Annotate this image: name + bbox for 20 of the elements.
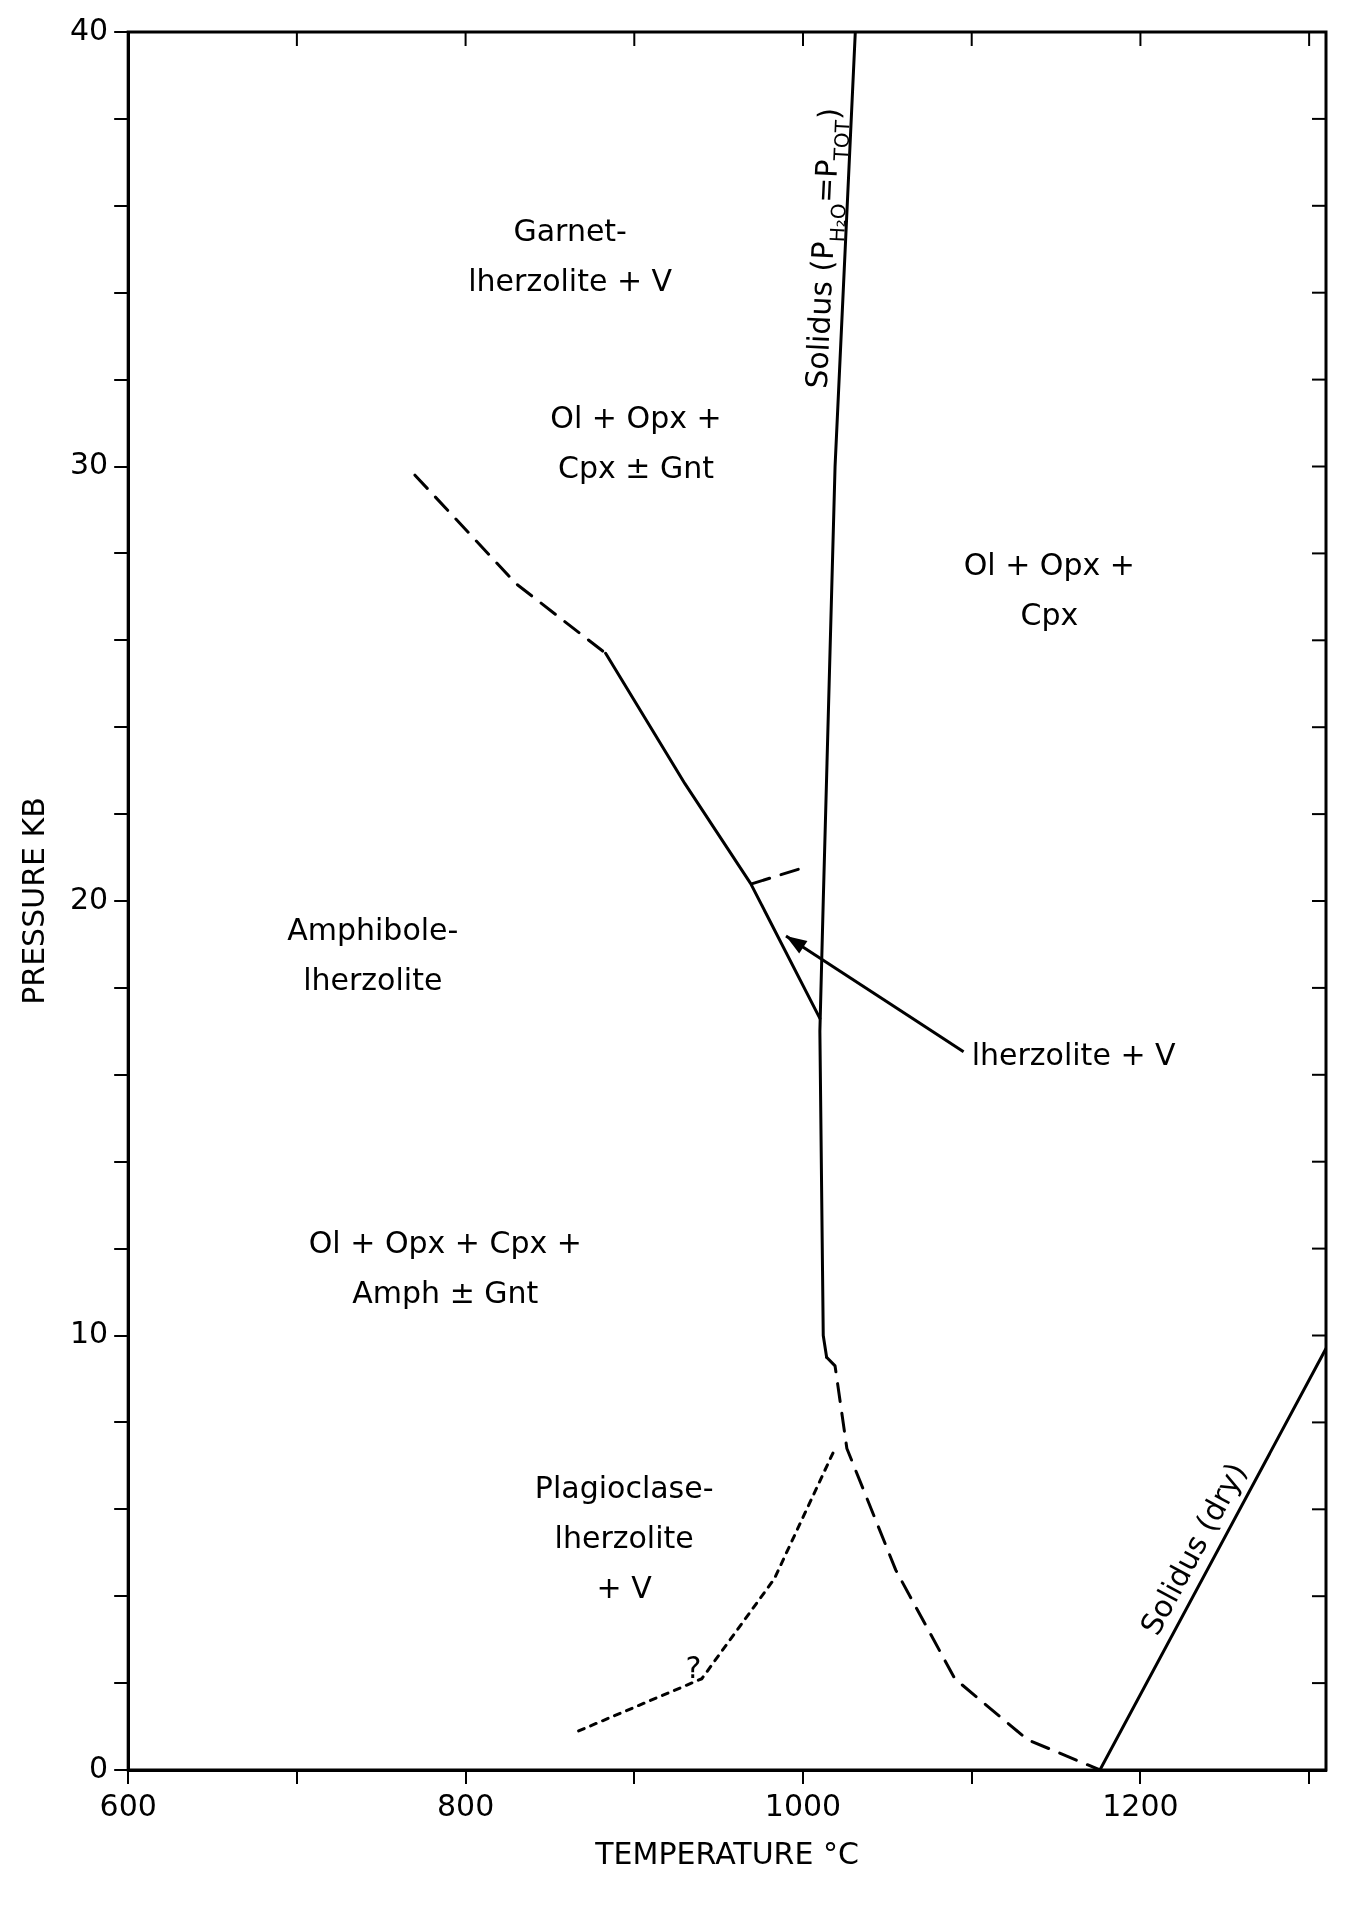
y-tick-label: 10	[69, 1315, 109, 1351]
annotation: Plagioclase- lherzolite + V	[534, 1469, 714, 1605]
text: Solidus (PH₂O=PTOT)	[798, 107, 855, 390]
annotation: Amphibole- lherzolite	[287, 912, 459, 998]
x-tick-label: 800	[436, 1787, 495, 1823]
y-tick-label: 0	[89, 1749, 109, 1785]
y-tick-label: 40	[69, 11, 109, 47]
annotation: ?	[685, 1649, 702, 1685]
y-tick-label: 20	[69, 880, 109, 916]
annotation: Garnet- lherzolite + V	[468, 212, 673, 298]
y-axis-title: PRESSURE KB	[15, 797, 51, 1005]
y-tick-label: 30	[69, 446, 109, 482]
x-axis-title: TEMPERATURE °C	[594, 1835, 859, 1871]
x-tick-label: 600	[99, 1787, 157, 1823]
annotation: Ol + Opx + Cpx	[963, 547, 1135, 633]
x-tick-label: 1000	[764, 1787, 842, 1823]
x-tick-label: 1200	[1102, 1787, 1179, 1823]
annotation: Ol + Opx + Cpx + Amph ± Gnt	[308, 1225, 582, 1311]
annotation: Ol + Opx + Cpx ± Gnt	[550, 399, 722, 485]
annotation: lherzolite + V	[971, 1037, 1177, 1073]
